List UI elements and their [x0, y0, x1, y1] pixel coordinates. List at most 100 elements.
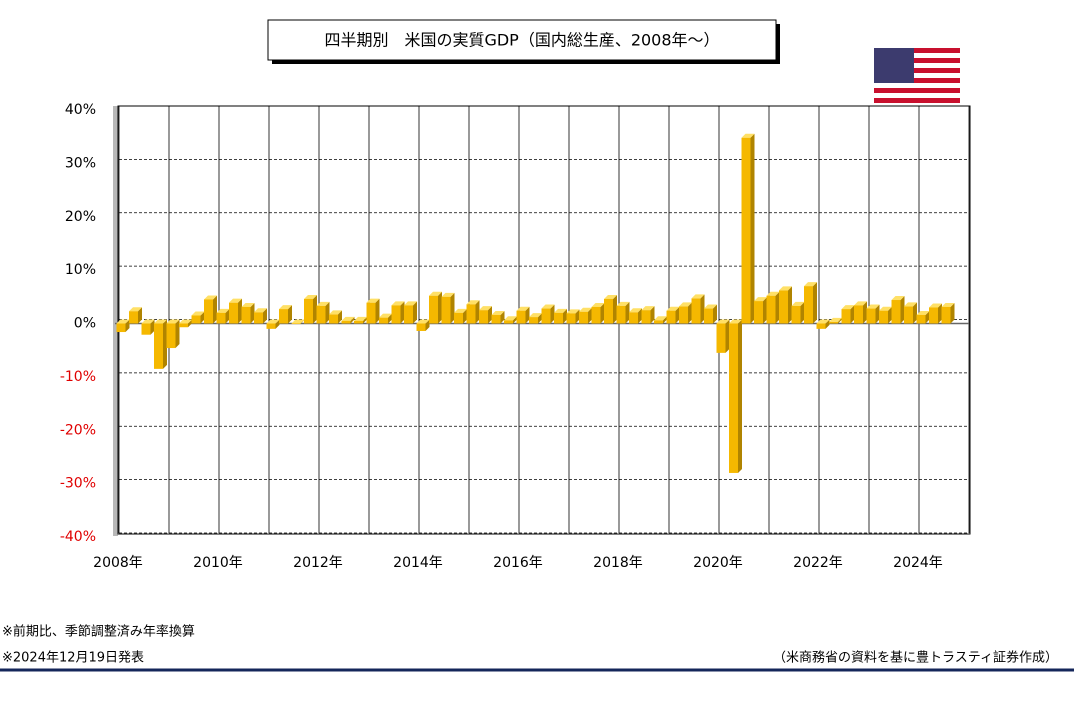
bar-side — [225, 308, 230, 324]
y-tick-label: -40% — [60, 529, 96, 545]
bar-side — [300, 319, 305, 325]
bar-top — [866, 304, 880, 309]
bar-front — [641, 310, 651, 324]
bar — [566, 309, 580, 324]
bar-front — [216, 312, 226, 324]
bar-front — [941, 306, 951, 324]
bar-front — [479, 310, 488, 324]
bar-side — [738, 319, 742, 473]
x-tick-label: 2018年 — [593, 555, 643, 571]
bar — [216, 308, 230, 324]
bar-top — [641, 306, 655, 311]
bar — [591, 302, 605, 324]
bar-side — [713, 304, 717, 324]
bar-top — [654, 316, 667, 321]
bar-top — [854, 301, 867, 306]
bar-top — [129, 307, 142, 312]
bar-top — [141, 319, 155, 324]
bar-front — [541, 308, 551, 324]
bar-top — [616, 301, 630, 306]
bar-side — [588, 307, 592, 324]
x-tick-label: 2012年 — [293, 555, 343, 571]
bar-front — [766, 295, 776, 324]
bar-side — [838, 317, 842, 324]
bar-side — [638, 308, 642, 324]
bar-top — [716, 319, 730, 324]
bar — [579, 307, 592, 324]
bar-front — [754, 301, 763, 324]
bar-side — [613, 294, 617, 324]
bar-side — [475, 300, 480, 324]
bar-top — [754, 297, 767, 302]
bar-top — [216, 308, 230, 313]
bar — [516, 306, 530, 324]
bar — [504, 316, 517, 324]
bar-side — [325, 301, 330, 324]
bar-front — [566, 313, 576, 324]
bar-side — [550, 304, 555, 324]
bar — [654, 316, 667, 324]
bar-front — [441, 296, 451, 324]
bar — [116, 319, 130, 333]
bar — [691, 294, 705, 324]
bar-top — [379, 313, 392, 318]
bar-side — [575, 309, 580, 324]
bar-top — [691, 294, 705, 299]
bar — [354, 316, 367, 324]
bar-top — [354, 316, 367, 321]
bar-side — [450, 292, 455, 324]
bar-side — [600, 302, 605, 324]
bar-top — [604, 294, 617, 299]
bar-front — [716, 323, 726, 353]
y-tick-label: 40% — [65, 102, 96, 118]
bar-side — [338, 310, 342, 324]
bar-side — [800, 301, 805, 324]
bar-top — [229, 298, 242, 303]
bar — [154, 319, 167, 369]
bar-front — [654, 320, 663, 324]
bar-top — [341, 316, 355, 321]
bar-front — [666, 310, 676, 324]
bar-top — [404, 301, 417, 306]
bar-side — [700, 294, 705, 324]
bar-top — [241, 302, 255, 307]
bar — [766, 291, 780, 324]
bar — [804, 282, 817, 324]
bar-side — [263, 308, 267, 324]
bar-top — [116, 319, 130, 324]
bar-side — [913, 302, 917, 324]
bar-top — [891, 296, 905, 301]
bar — [879, 306, 892, 324]
bar-front — [729, 323, 738, 473]
bar-front — [116, 323, 126, 333]
bar-side — [413, 301, 417, 324]
bar — [166, 319, 180, 349]
bar-front — [491, 314, 501, 324]
left-wall — [113, 106, 118, 536]
bar-top — [516, 306, 530, 311]
bar-side — [188, 319, 192, 328]
bar — [454, 308, 467, 324]
bar-top — [679, 302, 692, 307]
bar-front — [141, 323, 151, 335]
bar — [366, 298, 380, 324]
bar — [304, 294, 317, 324]
bar-top — [279, 305, 292, 310]
bar-front — [191, 315, 201, 324]
bar-front — [129, 311, 138, 324]
x-tick-label: 2016年 — [493, 555, 543, 571]
bar-front — [341, 320, 351, 324]
bar-side — [538, 313, 542, 324]
bar — [191, 311, 205, 324]
bar-top — [154, 319, 167, 324]
bar-front — [366, 302, 376, 324]
bar-front — [466, 304, 476, 324]
bar-side — [750, 133, 755, 324]
y-tick-label: -10% — [60, 369, 96, 385]
bar — [429, 291, 442, 324]
bar-side — [763, 297, 767, 324]
bar-top — [841, 305, 855, 310]
bar — [891, 296, 905, 324]
bar — [604, 294, 617, 324]
bar-top — [416, 319, 430, 324]
